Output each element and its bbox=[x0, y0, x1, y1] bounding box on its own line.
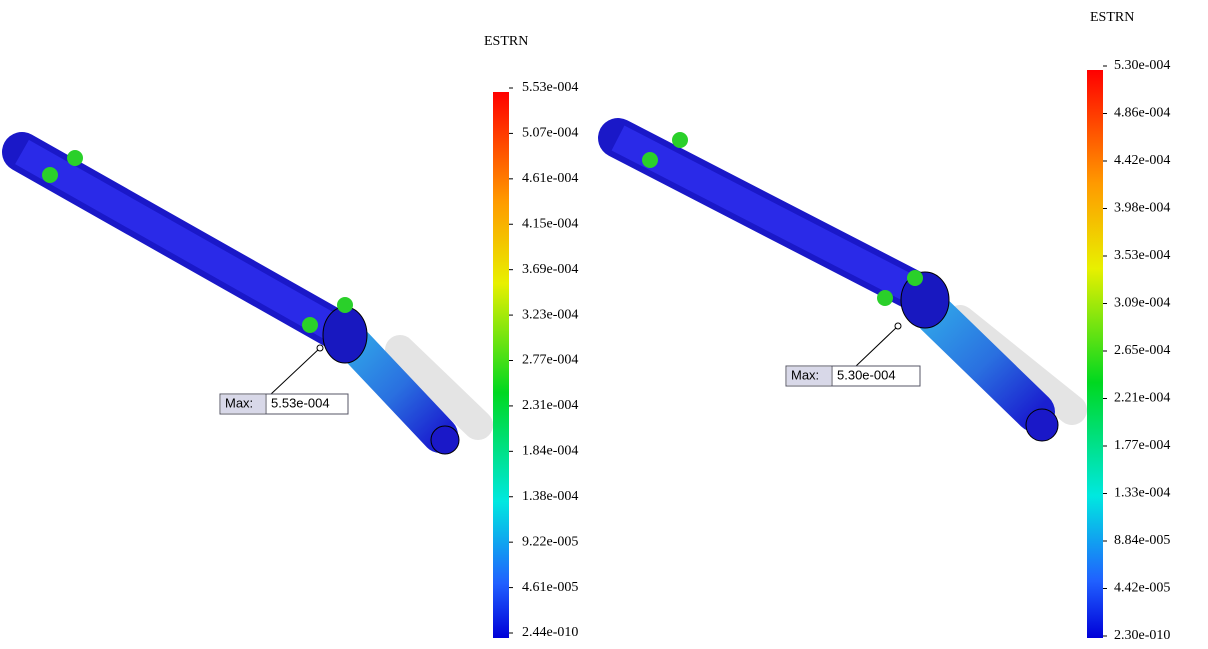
legend-label: 2.21e-004 bbox=[1114, 391, 1170, 406]
max-value: 5.30e-004 bbox=[837, 367, 896, 382]
legend-label: 4.42e-004 bbox=[1114, 153, 1170, 168]
legend-label: 2.77e-004 bbox=[522, 353, 578, 368]
color-bar bbox=[1087, 70, 1103, 638]
legend-label: 3.53e-004 bbox=[1114, 248, 1170, 263]
legend-label: 1.33e-004 bbox=[1114, 486, 1170, 501]
legend-label: 9.22e-005 bbox=[522, 534, 578, 549]
legend-title: ESTRN bbox=[484, 34, 528, 49]
legend-label: 5.30e-004 bbox=[1114, 58, 1170, 73]
legend-label: 4.42e-005 bbox=[1114, 581, 1170, 596]
max-label: Max: bbox=[791, 367, 819, 382]
legend-label: 3.09e-004 bbox=[1114, 296, 1170, 311]
screen: Max: 5.53e-004 Max: 5.30e-004 ESTRN ESTR… bbox=[0, 0, 1208, 649]
max-value: 5.53e-004 bbox=[271, 395, 330, 410]
legend-label: 2.65e-004 bbox=[1114, 343, 1170, 358]
legend-label: 3.23e-004 bbox=[522, 307, 578, 322]
color-bar bbox=[493, 92, 509, 638]
legend-label: 5.53e-004 bbox=[522, 80, 578, 95]
legend-label: 2.31e-004 bbox=[522, 398, 578, 413]
legend-label: 2.30e-010 bbox=[1114, 628, 1170, 643]
legend-title: ESTRN bbox=[1090, 10, 1134, 25]
legend-label: 1.38e-004 bbox=[522, 489, 578, 504]
model-left: Max: 5.53e-004 bbox=[22, 150, 478, 454]
max-label: Max: bbox=[225, 395, 253, 410]
legend-label: 3.69e-004 bbox=[522, 262, 578, 277]
legend-label: 4.86e-004 bbox=[1114, 106, 1170, 121]
legend-label: 2.44e-010 bbox=[522, 625, 578, 640]
legend-label: 5.07e-004 bbox=[522, 126, 578, 141]
legend-label: 4.61e-004 bbox=[522, 171, 578, 186]
model-right: Max: 5.30e-004 bbox=[618, 132, 1072, 441]
legend-label: 3.98e-004 bbox=[1114, 201, 1170, 216]
legend-label: 4.61e-005 bbox=[522, 580, 578, 595]
legend-label: 8.84e-005 bbox=[1114, 533, 1170, 548]
legend-label: 1.77e-004 bbox=[1114, 438, 1170, 453]
legend-label: 1.84e-004 bbox=[522, 444, 578, 459]
legend-label: 4.15e-004 bbox=[522, 216, 578, 231]
